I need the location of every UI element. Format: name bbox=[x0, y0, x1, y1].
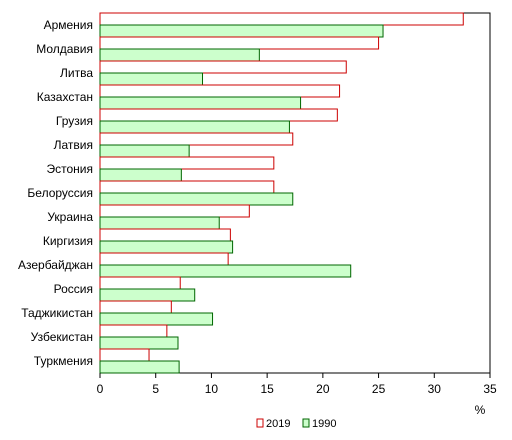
category-label: Киргизия bbox=[43, 234, 93, 248]
category-label: Молдавия bbox=[36, 42, 93, 56]
category-label: Грузия bbox=[56, 114, 93, 128]
bar-1990-2 bbox=[99, 48, 260, 62]
bar-2019-2 bbox=[99, 36, 380, 50]
bar-2019-15 bbox=[99, 348, 150, 362]
category-label: Узбекистан bbox=[31, 330, 93, 344]
bar-2019-5 bbox=[99, 108, 338, 122]
bar-1990-5 bbox=[99, 120, 290, 134]
x-unit-label: % bbox=[475, 403, 486, 417]
x-tick-label: 20 bbox=[316, 382, 330, 396]
bar-1990-1 bbox=[99, 24, 384, 38]
legend-label-2019: 2019 bbox=[266, 418, 290, 430]
category-labels: Армения Молдавия Литва Казахстан Грузия Латви… bbox=[18, 18, 93, 368]
x-tick-label: 15 bbox=[260, 382, 274, 396]
bar-2019-6 bbox=[99, 132, 294, 146]
category-label: Казахстан bbox=[37, 90, 93, 104]
bar-1990-15 bbox=[99, 360, 180, 374]
legend: 2019 1990 bbox=[256, 418, 336, 430]
bar-1990-8 bbox=[99, 192, 294, 206]
category-label: Эстония bbox=[47, 162, 94, 176]
x-tick-label: 0 bbox=[97, 382, 104, 396]
bar-2019-14 bbox=[99, 324, 168, 338]
bar-2019-8 bbox=[99, 180, 275, 194]
x-tick-label: 5 bbox=[152, 382, 159, 396]
bar-2019-4 bbox=[99, 84, 341, 98]
bar-1990-14 bbox=[99, 336, 179, 350]
legend-swatch-1990 bbox=[302, 418, 310, 428]
x-tick-label: 30 bbox=[428, 382, 442, 396]
x-tick-label: 10 bbox=[205, 382, 219, 396]
bar-1990-9 bbox=[99, 216, 220, 230]
bar-2019-12 bbox=[99, 276, 181, 290]
category-label: Россия bbox=[54, 282, 93, 296]
category-label: Туркмения bbox=[34, 354, 93, 368]
bars-group bbox=[99, 12, 464, 374]
legend-swatch-2019 bbox=[256, 418, 264, 428]
bar-2019-3 bbox=[99, 60, 347, 74]
x-tick-label: 35 bbox=[483, 382, 497, 396]
category-label: Таджикистан bbox=[21, 306, 93, 320]
bar-1990-3 bbox=[99, 72, 204, 86]
x-tick-label: 25 bbox=[372, 382, 386, 396]
category-label: Азербайджан bbox=[18, 258, 93, 272]
x-axis: 0 5 10 15 20 25 30 35 bbox=[97, 373, 497, 396]
category-label: Армения bbox=[44, 18, 93, 32]
bar-2019-11 bbox=[99, 252, 229, 266]
category-label: Белоруссия bbox=[27, 186, 93, 200]
legend-label-1990: 1990 bbox=[312, 418, 336, 430]
bar-1990-7 bbox=[99, 168, 182, 182]
bar-2019-7 bbox=[99, 156, 275, 170]
bar-1990-12 bbox=[99, 288, 196, 302]
category-label: Украина bbox=[47, 210, 93, 224]
bar-1990-13 bbox=[99, 312, 214, 326]
category-label: Литва bbox=[60, 66, 93, 80]
category-label: Латвия bbox=[54, 138, 93, 152]
bar-2019-1 bbox=[99, 12, 464, 26]
bar-1990-4 bbox=[99, 96, 302, 110]
bar-2019-10 bbox=[99, 228, 231, 242]
bar-2019-9 bbox=[99, 204, 250, 218]
bar-2019-13 bbox=[99, 300, 172, 314]
bar-1990-10 bbox=[99, 240, 234, 254]
bar-1990-11 bbox=[99, 264, 352, 278]
bar-1990-6 bbox=[99, 144, 190, 158]
